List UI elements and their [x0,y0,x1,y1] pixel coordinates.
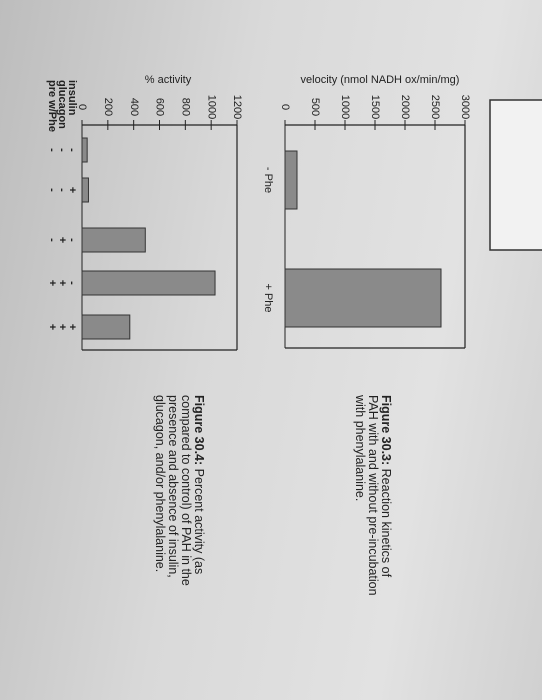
category-label: + Phe [262,283,274,312]
y-tick-label: 1200 [231,95,243,119]
condition-sign: + [46,324,58,330]
condition-sign: + [66,187,78,193]
category-label: - Phe [262,167,274,193]
y-tick-label: 500 [309,98,321,116]
condition-sign: - [56,148,68,152]
y-tick-label: 600 [154,98,166,116]
y-tick-label: 3000 [459,95,471,119]
caption-text: Reaction kinetics of PAH with and withou… [353,395,393,596]
bar [81,227,146,253]
condition-sign: - [46,148,58,152]
caption-text: Percent activity (as compared to control… [153,395,206,586]
condition-label: glucagon [56,80,68,129]
axis-title: % activity [145,74,192,86]
frame-box [489,99,542,251]
caption-30-3: Figure 30.3: Reaction kinetics of PAH wi… [353,395,393,605]
bar [284,268,442,328]
condition-sign: + [46,280,58,286]
bar [81,314,131,340]
y-tick-label: 1000 [339,95,351,119]
condition-label: pre w/Phe [46,80,58,132]
condition-sign: - [66,281,78,285]
bar [81,177,89,203]
condition-sign: - [46,188,58,192]
y-tick-label: 0 [279,104,291,110]
condition-sign: + [56,280,68,286]
y-tick-label: 2500 [429,95,441,119]
condition-sign: - [66,238,78,242]
condition-sign: + [56,237,68,243]
y-tick-label: 2000 [399,95,411,119]
condition-sign: - [66,148,78,152]
bar [284,150,298,210]
condition-sign: - [46,238,58,242]
bar [81,270,216,296]
condition-label: insulin [66,80,78,116]
y-tick-label: 400 [128,98,140,116]
y-tick-label: 1000 [205,95,217,119]
axis-title: velocity (nmol NADH ox/min/mg) [301,74,460,86]
y-tick-label: 0 [76,104,88,110]
condition-sign: + [66,324,78,330]
condition-sign: - [56,188,68,192]
bar [81,137,88,163]
y-tick-label: 1500 [369,95,381,119]
y-tick-label: 800 [179,98,191,116]
figure-label: Figure 30.4: [192,395,206,466]
condition-sign: + [56,324,68,330]
y-tick-label: 200 [102,98,114,116]
caption-30-4: Figure 30.4: Percent activity (as compar… [153,395,206,610]
figure-label: Figure 30.3: [379,395,393,466]
